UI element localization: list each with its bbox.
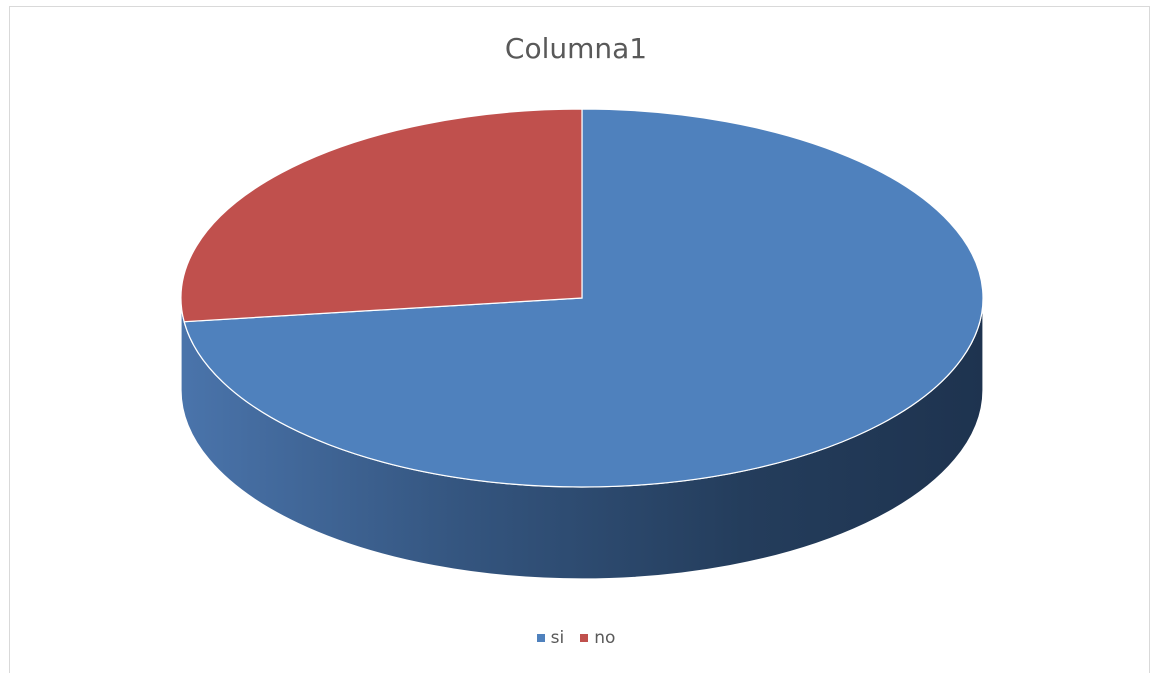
legend: si no — [0, 628, 1152, 648]
legend-label-si: si — [550, 628, 565, 648]
legend-swatch-si — [536, 634, 545, 642]
pie-slice-no — [180, 108, 583, 323]
chart-title: Columna1 — [504, 32, 648, 65]
legend-label-no: no — [594, 628, 616, 648]
legend-swatch-no — [580, 634, 589, 642]
pie-top — [180, 108, 984, 488]
legend-item-si: si — [536, 628, 565, 648]
pie-slice-si — [183, 108, 984, 488]
legend-item-no: no — [580, 628, 615, 648]
